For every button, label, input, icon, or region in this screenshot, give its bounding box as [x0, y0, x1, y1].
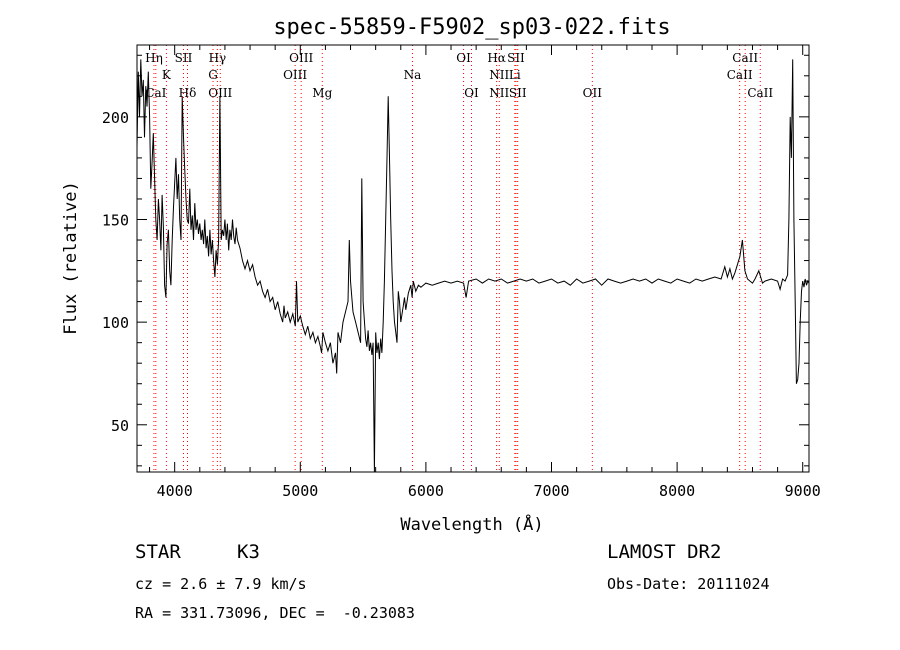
marker-label: OI — [456, 51, 471, 65]
object-subclass: K3 — [237, 541, 260, 563]
spectrum-line — [136, 59, 810, 473]
x-axis-ticks: 4000 5000 6000 7000 8000 9000 — [149, 45, 821, 500]
object-class: STAR — [135, 541, 181, 563]
marker-label: Mg — [312, 86, 332, 100]
marker-label: SII — [175, 51, 193, 65]
marker-label: SII — [509, 86, 527, 100]
marker-label: NII — [489, 68, 509, 82]
marker-label: OIII — [283, 68, 307, 82]
observation-date: Obs-Date: 20111024 — [607, 575, 770, 593]
marker-label: OIII — [208, 86, 232, 100]
marker-label: Na — [404, 68, 422, 82]
x-tick-label: 6000 — [408, 482, 444, 500]
x-tick-label: 5000 — [282, 482, 318, 500]
line-markers — [153, 45, 761, 472]
x-tick-label: 4000 — [157, 482, 193, 500]
plot-frame — [136, 44, 810, 473]
y-tick-label: 100 — [102, 314, 129, 332]
marker-label: G — [208, 68, 218, 82]
marker-label: Hγ — [209, 51, 227, 65]
x-tick-label: 9000 — [785, 482, 821, 500]
x-tick-label: 7000 — [533, 482, 569, 500]
marker-label: CaII — [732, 51, 758, 65]
marker-label: Li — [509, 68, 521, 82]
marker-label: CaI — [145, 86, 166, 100]
chart-title: spec-55859-F5902_sp03-022.fits — [273, 15, 670, 40]
y-tick-label: 150 — [102, 211, 129, 229]
y-tick-label: 50 — [111, 417, 129, 435]
survey-name: LAMOST DR2 — [607, 541, 722, 563]
marker-label: CaII — [727, 68, 753, 82]
marker-label: OI — [464, 86, 479, 100]
marker-label: K — [162, 68, 172, 82]
y-axis-label: Flux (relative) — [61, 181, 81, 335]
marker-label: OIII — [289, 51, 313, 65]
x-axis-label: Wavelength (Å) — [400, 513, 543, 535]
marker-label: OII — [583, 86, 603, 100]
marker-label: Hδ — [179, 86, 197, 100]
marker-label: Hα — [487, 51, 506, 65]
y-axis-ticks: 50 100 150 200 — [102, 54, 809, 467]
redshift-velocity: cz = 2.6 ± 7.9 km/s — [135, 575, 307, 593]
coordinates: RA = 331.73096, DEC = -0.23083 — [135, 604, 415, 622]
y-tick-label: 200 — [102, 109, 129, 127]
marker-label: SII — [507, 51, 525, 65]
marker-label: Hη — [145, 51, 163, 65]
x-tick-label: 8000 — [659, 482, 695, 500]
marker-label: CaII — [747, 86, 773, 100]
marker-label: NII — [489, 86, 509, 100]
